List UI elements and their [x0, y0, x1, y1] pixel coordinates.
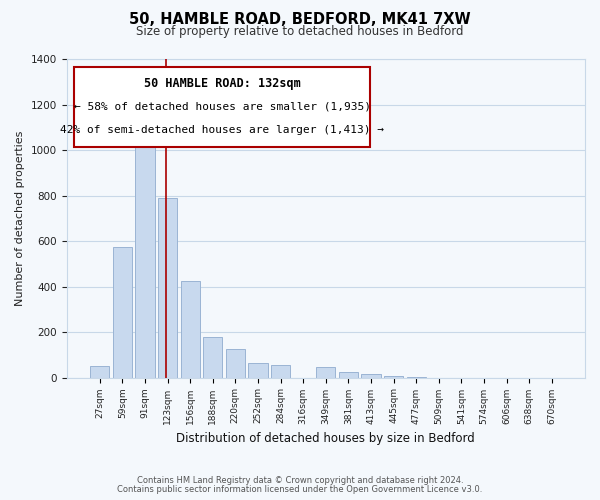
Bar: [158, 198, 177, 378]
Bar: [316, 366, 335, 378]
Bar: [384, 376, 403, 378]
Bar: [181, 281, 200, 378]
X-axis label: Distribution of detached houses by size in Bedford: Distribution of detached houses by size …: [176, 432, 475, 445]
Y-axis label: Number of detached properties: Number of detached properties: [15, 130, 25, 306]
Text: Size of property relative to detached houses in Bedford: Size of property relative to detached ho…: [136, 25, 464, 38]
Text: 50, HAMBLE ROAD, BEDFORD, MK41 7XW: 50, HAMBLE ROAD, BEDFORD, MK41 7XW: [129, 12, 471, 28]
Bar: [113, 246, 132, 378]
Text: 50 HAMBLE ROAD: 132sqm: 50 HAMBLE ROAD: 132sqm: [143, 78, 301, 90]
Text: ← 58% of detached houses are smaller (1,935): ← 58% of detached houses are smaller (1,…: [74, 102, 371, 112]
Bar: [271, 365, 290, 378]
Bar: [136, 141, 155, 378]
Bar: [248, 363, 268, 378]
Bar: [90, 366, 109, 378]
Bar: [226, 349, 245, 378]
Text: Contains public sector information licensed under the Open Government Licence v3: Contains public sector information licen…: [118, 485, 482, 494]
Text: 42% of semi-detached houses are larger (1,413) →: 42% of semi-detached houses are larger (…: [60, 124, 384, 134]
FancyBboxPatch shape: [74, 67, 370, 146]
Bar: [407, 377, 426, 378]
Bar: [203, 337, 223, 378]
Bar: [361, 374, 380, 378]
Bar: [339, 372, 358, 378]
Text: Contains HM Land Registry data © Crown copyright and database right 2024.: Contains HM Land Registry data © Crown c…: [137, 476, 463, 485]
